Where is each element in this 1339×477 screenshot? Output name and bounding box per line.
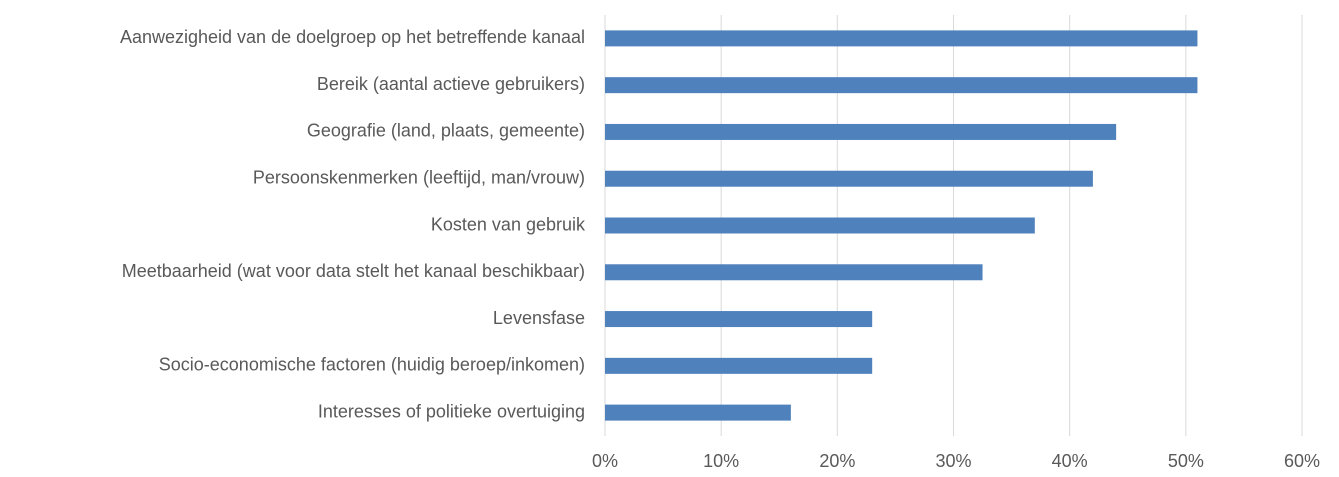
x-tick-label: 0% [592, 451, 618, 471]
bar [605, 357, 873, 374]
y-tick-label: Levensfase [493, 308, 585, 328]
y-tick-label: Socio-economische factoren (huidig beroe… [159, 355, 585, 375]
y-tick-label: Kosten van gebruik [431, 214, 586, 234]
bar [605, 311, 873, 328]
bar [605, 217, 1035, 234]
y-tick-label: Bereik (aantal actieve gebruikers) [317, 74, 585, 94]
y-tick-label: Meetbaarheid (wat voor data stelt het ka… [122, 261, 585, 281]
x-tick-label: 20% [819, 451, 855, 471]
x-tick-label: 60% [1284, 451, 1320, 471]
bar [605, 123, 1117, 140]
y-tick-label: Interesses of politieke overtuiging [318, 401, 585, 421]
y-tick-label: Aanwezigheid van de doelgroep op het bet… [120, 27, 585, 47]
x-tick-label: 10% [703, 451, 739, 471]
bar [605, 30, 1198, 47]
y-tick-label: Geografie (land, plaats, gemeente) [307, 121, 585, 141]
bar [605, 264, 983, 281]
x-tick-label: 30% [935, 451, 971, 471]
x-tick-label: 50% [1168, 451, 1204, 471]
bar [605, 170, 1093, 187]
bar [605, 77, 1198, 94]
x-tick-label: 40% [1052, 451, 1088, 471]
bar [605, 404, 791, 421]
y-tick-label: Persoonskenmerken (leeftijd, man/vrouw) [253, 167, 585, 187]
